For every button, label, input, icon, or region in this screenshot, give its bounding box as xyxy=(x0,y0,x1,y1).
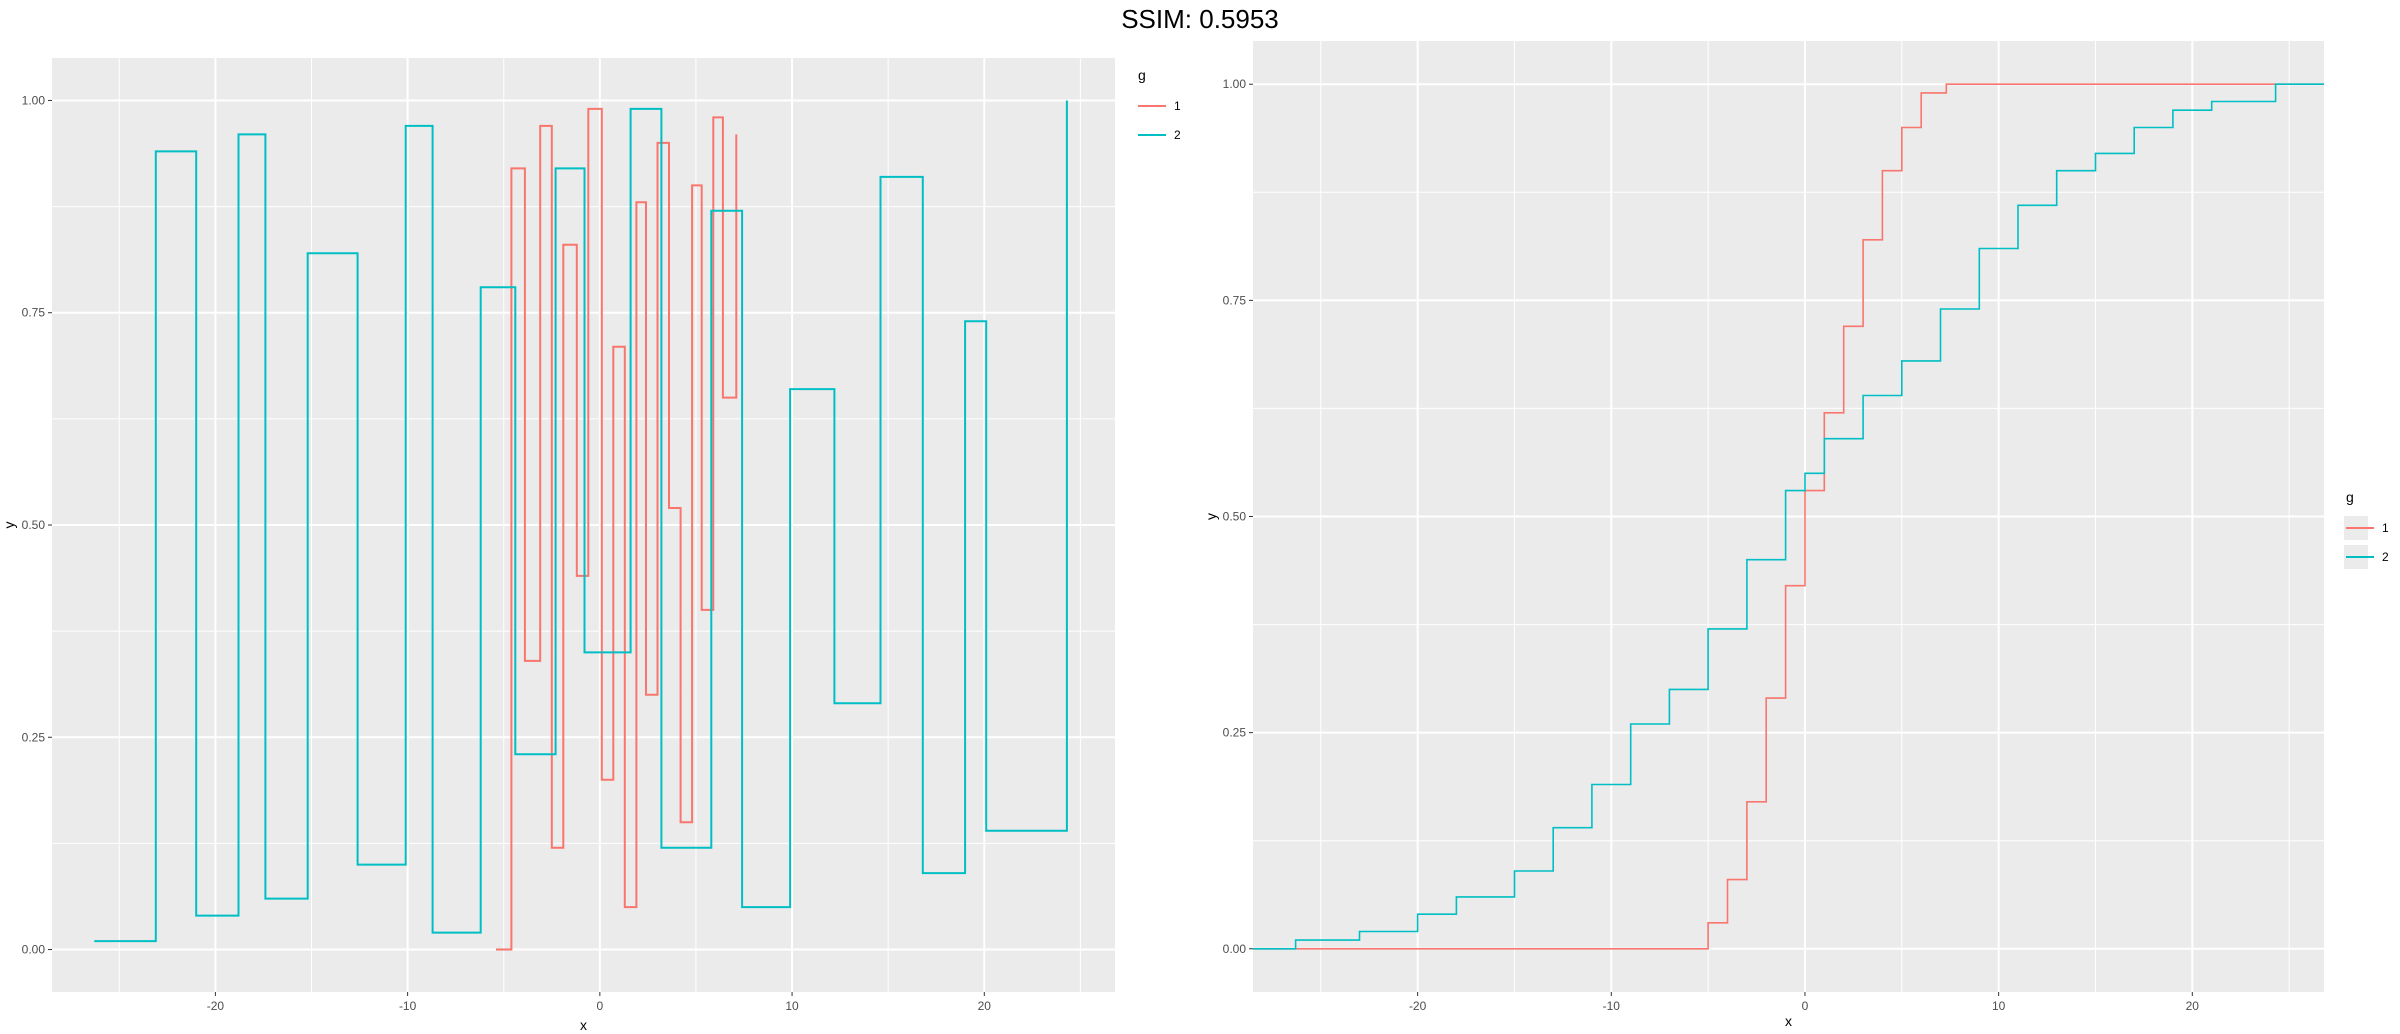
legend-label-g1: 1 xyxy=(2382,521,2389,535)
x-tick-label: 10 xyxy=(1992,999,2006,1013)
legend-label-g2: 2 xyxy=(2382,550,2389,564)
page-title: SSIM: 0.5953 xyxy=(1121,4,1279,34)
x-axis-label: x xyxy=(580,1017,587,1033)
y-tick-label: 0.00 xyxy=(22,943,46,957)
x-tick-label: -20 xyxy=(1409,999,1427,1013)
x-tick-label: 0 xyxy=(1802,999,1809,1013)
chart-panel-1: -20 -10 0 10 20 0.00 0.25 0.50 0.75 1.00 x y g 1 2 xyxy=(1,58,1181,1033)
legend-title: g xyxy=(2346,489,2354,505)
y-tick-label: 0.75 xyxy=(1223,293,1247,307)
legend-label-g2: 2 xyxy=(1174,128,1181,142)
y-tick-label: 0.50 xyxy=(1223,510,1247,524)
y-tick-label: 1.00 xyxy=(1223,77,1247,91)
y-axis-label: y xyxy=(1203,513,1219,520)
y-tick-label: 0.50 xyxy=(22,518,46,532)
legend-label-g1: 1 xyxy=(1174,99,1181,113)
series-line-g1 xyxy=(1253,83,2324,950)
legend: g 1 2 xyxy=(1138,67,1181,142)
legend-title: g xyxy=(1138,67,1146,83)
y-tick-label: 1.00 xyxy=(22,93,46,107)
y-tick-label: 0.00 xyxy=(1223,942,1247,956)
y-tick-label: 0.25 xyxy=(1223,726,1247,740)
x-tick-label: 20 xyxy=(2186,999,2200,1013)
x-tick-label: -10 xyxy=(399,999,417,1013)
x-tick-label: -20 xyxy=(207,999,225,1013)
x-tick-label: -10 xyxy=(1603,999,1621,1013)
x-tick-label: 20 xyxy=(978,999,992,1013)
series-line-g2 xyxy=(94,100,1068,943)
y-tick-label: 0.25 xyxy=(22,730,46,744)
x-tick-label: 0 xyxy=(596,999,603,1013)
x-tick-label: 10 xyxy=(785,999,799,1013)
chart-panel-2: -20 -10 0 10 20 0.00 0.25 0.50 0.75 1.00 x y g 1 2 xyxy=(1203,41,2389,1029)
series-line-g1 xyxy=(496,107,738,951)
y-axis-label: y xyxy=(1,522,17,529)
series-line-g2 xyxy=(1253,83,2324,950)
x-axis-label: x xyxy=(1785,1013,1792,1029)
y-tick-label: 0.75 xyxy=(22,306,46,320)
legend: g 1 2 xyxy=(2344,489,2389,569)
